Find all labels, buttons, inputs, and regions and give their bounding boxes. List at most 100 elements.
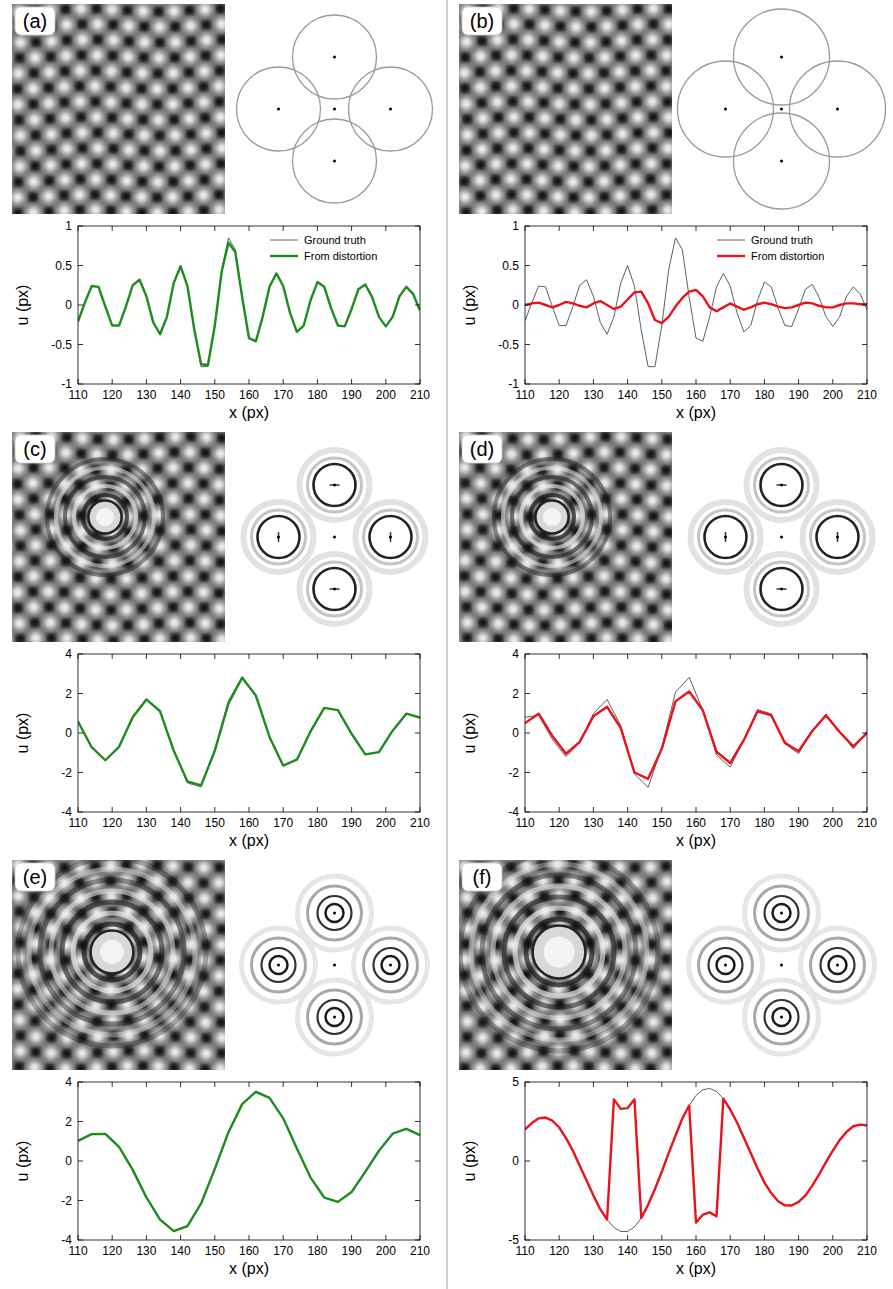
y-axis-title: u (px) bbox=[461, 285, 478, 326]
y-tick-label: 0 bbox=[512, 726, 519, 740]
texture-blob bbox=[59, 65, 71, 77]
pattern-ring bbox=[821, 948, 855, 982]
texture-blob bbox=[661, 449, 672, 461]
y-tick bbox=[415, 305, 420, 306]
texture-blob bbox=[521, 50, 533, 62]
texture-blob bbox=[586, 617, 598, 629]
texture-blob bbox=[568, 192, 580, 204]
pattern-dot bbox=[333, 964, 336, 967]
texture-blob bbox=[616, 143, 628, 155]
texture-blob bbox=[60, 447, 72, 459]
texture-blob bbox=[553, 206, 565, 214]
x-tick bbox=[627, 1235, 628, 1240]
texture-blob bbox=[629, 571, 641, 583]
texture-blob bbox=[645, 158, 657, 170]
x-tick-label: 120 bbox=[549, 388, 569, 402]
texture-blob bbox=[198, 81, 210, 93]
pattern-dot bbox=[277, 964, 280, 967]
pattern-ring bbox=[747, 554, 817, 624]
texture-blob bbox=[29, 1062, 41, 1070]
texture-blob bbox=[43, 477, 55, 489]
texture-blob bbox=[661, 558, 672, 570]
texture-blob bbox=[459, 586, 471, 598]
x-tick-label: 120 bbox=[549, 1244, 569, 1258]
pattern-ring bbox=[773, 1008, 791, 1026]
texture-blob bbox=[182, 586, 194, 598]
texture-blob bbox=[169, 446, 181, 458]
texture-blob bbox=[508, 111, 520, 123]
x-tick bbox=[525, 1235, 526, 1240]
texture-blob bbox=[170, 432, 182, 442]
texture-blob bbox=[137, 1060, 149, 1070]
texture-blob bbox=[152, 602, 164, 614]
plot-frame bbox=[78, 1082, 420, 1240]
texture-blob bbox=[216, 541, 225, 553]
texture-blob bbox=[107, 19, 119, 31]
texture-blob bbox=[524, 19, 536, 31]
texture-blob bbox=[154, 37, 166, 49]
texture-blob bbox=[490, 1063, 502, 1070]
x-tick bbox=[832, 1082, 833, 1087]
texture-blob bbox=[600, 144, 612, 156]
texture-blob bbox=[583, 176, 595, 188]
texture-blob bbox=[506, 49, 518, 61]
texture-blob bbox=[523, 34, 535, 46]
texture-blob bbox=[476, 144, 488, 156]
texture-blob bbox=[507, 1047, 519, 1059]
pattern-dot bbox=[724, 536, 727, 539]
x-tick-label: 200 bbox=[823, 1244, 843, 1258]
texture-ground bbox=[459, 4, 672, 214]
texture-blob bbox=[92, 635, 104, 642]
x-tick bbox=[317, 807, 318, 812]
texture-blob bbox=[615, 97, 627, 109]
texture-blob bbox=[214, 861, 225, 873]
y-tick-label: -2 bbox=[61, 1194, 72, 1208]
texture-blob bbox=[201, 143, 213, 155]
texture-blob bbox=[74, 189, 86, 201]
texture-blob bbox=[645, 572, 657, 584]
texture-blob bbox=[185, 1032, 197, 1044]
y-tick bbox=[415, 226, 420, 227]
x-tick bbox=[283, 1235, 284, 1240]
texture-blob bbox=[661, 480, 672, 492]
distortion-line bbox=[78, 243, 420, 365]
texture-blob bbox=[570, 114, 582, 126]
pattern-ring bbox=[308, 562, 362, 616]
texture-blob bbox=[14, 556, 26, 568]
texture-blob bbox=[648, 619, 660, 631]
texture-blob bbox=[600, 432, 612, 442]
texture-blob bbox=[615, 539, 627, 551]
texture-blob bbox=[506, 588, 518, 600]
texture-blob bbox=[459, 1062, 471, 1070]
x-tick bbox=[730, 1082, 731, 1087]
x-tick bbox=[627, 654, 628, 659]
texture-blob bbox=[645, 588, 657, 600]
texture-blob bbox=[506, 80, 518, 92]
pattern-dot bbox=[780, 912, 783, 915]
x-tick bbox=[78, 1082, 79, 1087]
x-tick bbox=[385, 654, 386, 659]
texture-blob bbox=[136, 207, 148, 214]
pattern-ring bbox=[699, 510, 753, 564]
x-tick bbox=[78, 1235, 79, 1240]
x-tick-label: 150 bbox=[205, 388, 225, 402]
y-tick-label: 0 bbox=[65, 726, 72, 740]
y-tick bbox=[78, 1161, 83, 1162]
pattern-ring bbox=[811, 510, 865, 564]
texture-blob bbox=[614, 50, 626, 62]
x-tick bbox=[525, 379, 526, 384]
texture-blob bbox=[631, 34, 643, 46]
x-tick-label: 160 bbox=[239, 816, 259, 830]
texture-blob bbox=[216, 939, 225, 951]
pattern-ring bbox=[314, 464, 356, 506]
texture-blob bbox=[214, 494, 225, 506]
texture-blob bbox=[583, 52, 595, 64]
pattern-dot bbox=[780, 484, 783, 487]
texture-blob bbox=[476, 539, 488, 551]
texture-ring bbox=[51, 891, 173, 1013]
texture-blob bbox=[12, 463, 24, 475]
x-tick bbox=[146, 1235, 147, 1240]
texture-blob bbox=[648, 1016, 660, 1028]
y-tick-label: -2 bbox=[508, 766, 519, 780]
texture-blob bbox=[615, 205, 627, 214]
